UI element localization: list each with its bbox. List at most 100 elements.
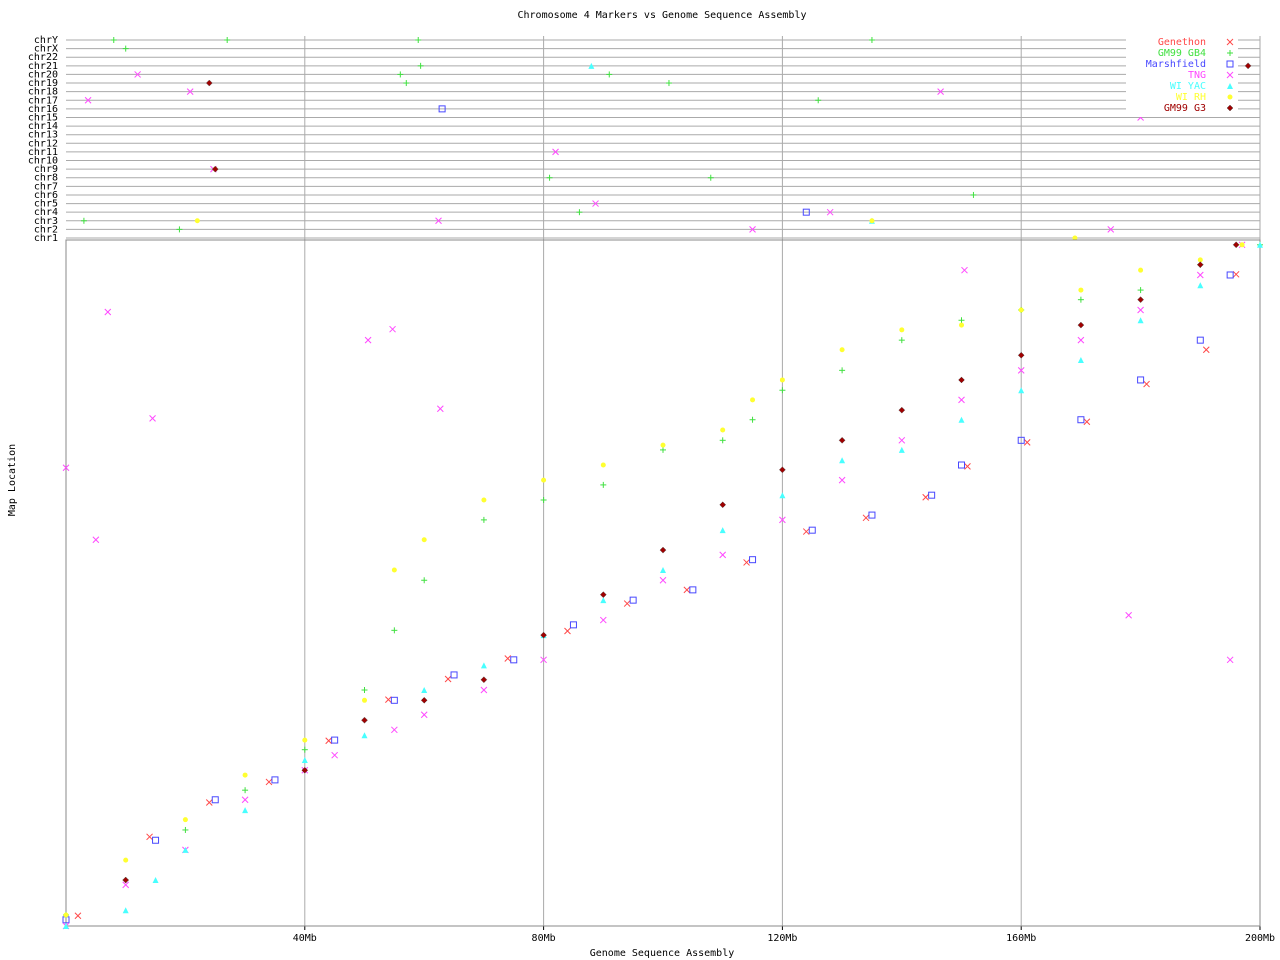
legend-box: [1126, 36, 1238, 117]
marker-stroke: [122, 881, 130, 889]
marker: [743, 559, 750, 566]
marker-shape: [1244, 62, 1252, 70]
marker-stroke: [1202, 346, 1210, 354]
marker-shape: [599, 591, 607, 599]
marker-stroke: [436, 405, 444, 413]
y-tick-label: chr5: [34, 199, 58, 210]
marker-stroke: [1226, 71, 1234, 79]
y-tick-label: chr4: [34, 207, 58, 218]
marker-shape: [660, 442, 666, 448]
marker: [569, 621, 577, 629]
marker: [749, 226, 756, 233]
y-axis-label: Map Location: [7, 444, 18, 516]
marker: [504, 655, 512, 662]
marker-shape: [839, 347, 845, 353]
marker-shape: [600, 462, 606, 468]
marker-shape: [540, 631, 547, 639]
marker-shape: [1017, 351, 1025, 359]
marker: [898, 446, 905, 453]
marker: [421, 577, 428, 584]
marker-shape: [839, 457, 846, 464]
marker: [361, 732, 368, 739]
marker: [1017, 436, 1025, 444]
marker: [385, 696, 392, 703]
marker-shape: [1137, 376, 1145, 384]
marker-stroke: [1077, 336, 1085, 344]
marker-shape: [480, 676, 488, 684]
marker-shape: [438, 105, 446, 113]
marker: [211, 796, 219, 804]
marker-shape: [1072, 235, 1078, 241]
marker-shape: [271, 776, 279, 784]
marker: [265, 778, 273, 786]
marker-stroke: [84, 96, 92, 104]
marker-shape: [152, 836, 160, 844]
marker-stroke: [504, 655, 512, 662]
marker-stroke: [964, 463, 971, 470]
marker-stroke: [435, 217, 442, 225]
y-tick-label: chr17: [28, 95, 58, 106]
marker: [397, 71, 404, 78]
marker: [1143, 380, 1150, 388]
marker-shape: [211, 165, 219, 173]
marker: [750, 397, 756, 403]
marker: [606, 71, 613, 78]
y-tick-label: chr6: [34, 190, 58, 201]
marker: [271, 776, 279, 784]
marker: [122, 881, 130, 889]
marker-stroke: [743, 559, 750, 566]
marker-shape: [242, 807, 249, 814]
marker: [436, 405, 444, 413]
marker: [152, 877, 159, 884]
marker: [958, 416, 965, 423]
marker-stroke: [104, 308, 112, 316]
marker: [689, 586, 697, 594]
marker: [540, 631, 547, 639]
marker-stroke: [1232, 270, 1240, 278]
marker: [92, 536, 100, 544]
marker: [63, 923, 69, 929]
marker: [961, 266, 968, 274]
marker: [84, 96, 92, 104]
marker: [325, 737, 333, 745]
marker-shape: [1239, 242, 1245, 248]
y-tick-label: chr12: [28, 138, 58, 149]
marker: [1077, 416, 1085, 424]
marker: [1202, 346, 1210, 354]
marker-shape: [1197, 257, 1203, 263]
marker: [541, 477, 547, 483]
marker-shape: [588, 62, 595, 69]
marker: [958, 461, 965, 469]
marker: [1137, 317, 1144, 324]
marker: [922, 493, 930, 501]
marker-shape: [361, 716, 368, 724]
marker: [362, 697, 367, 703]
marker-stroke: [331, 751, 339, 759]
marker: [665, 80, 672, 87]
y-tick-label: chr8: [34, 173, 58, 184]
marker-shape: [1196, 336, 1204, 344]
marker: [1239, 242, 1245, 248]
x-tick-label: 80Mb: [532, 933, 556, 944]
marker: [1197, 282, 1204, 289]
marker: [779, 387, 786, 394]
marker: [1196, 336, 1204, 344]
marker: [176, 226, 183, 233]
marker: [719, 501, 727, 509]
marker-shape: [1196, 261, 1204, 269]
marker: [868, 511, 876, 519]
marker-shape: [838, 436, 846, 444]
marker: [599, 616, 607, 624]
y-tick-label: chr16: [28, 104, 58, 115]
marker: [839, 367, 846, 374]
marker: [438, 105, 446, 113]
y-tick-label: chr11: [28, 147, 58, 158]
marker: [660, 442, 666, 448]
y-tick-label: chr1: [34, 233, 58, 244]
marker-stroke: [134, 71, 141, 78]
marker: [211, 165, 219, 173]
marker-shape: [899, 327, 905, 333]
marker: [1227, 83, 1233, 89]
marker: [1017, 351, 1025, 359]
